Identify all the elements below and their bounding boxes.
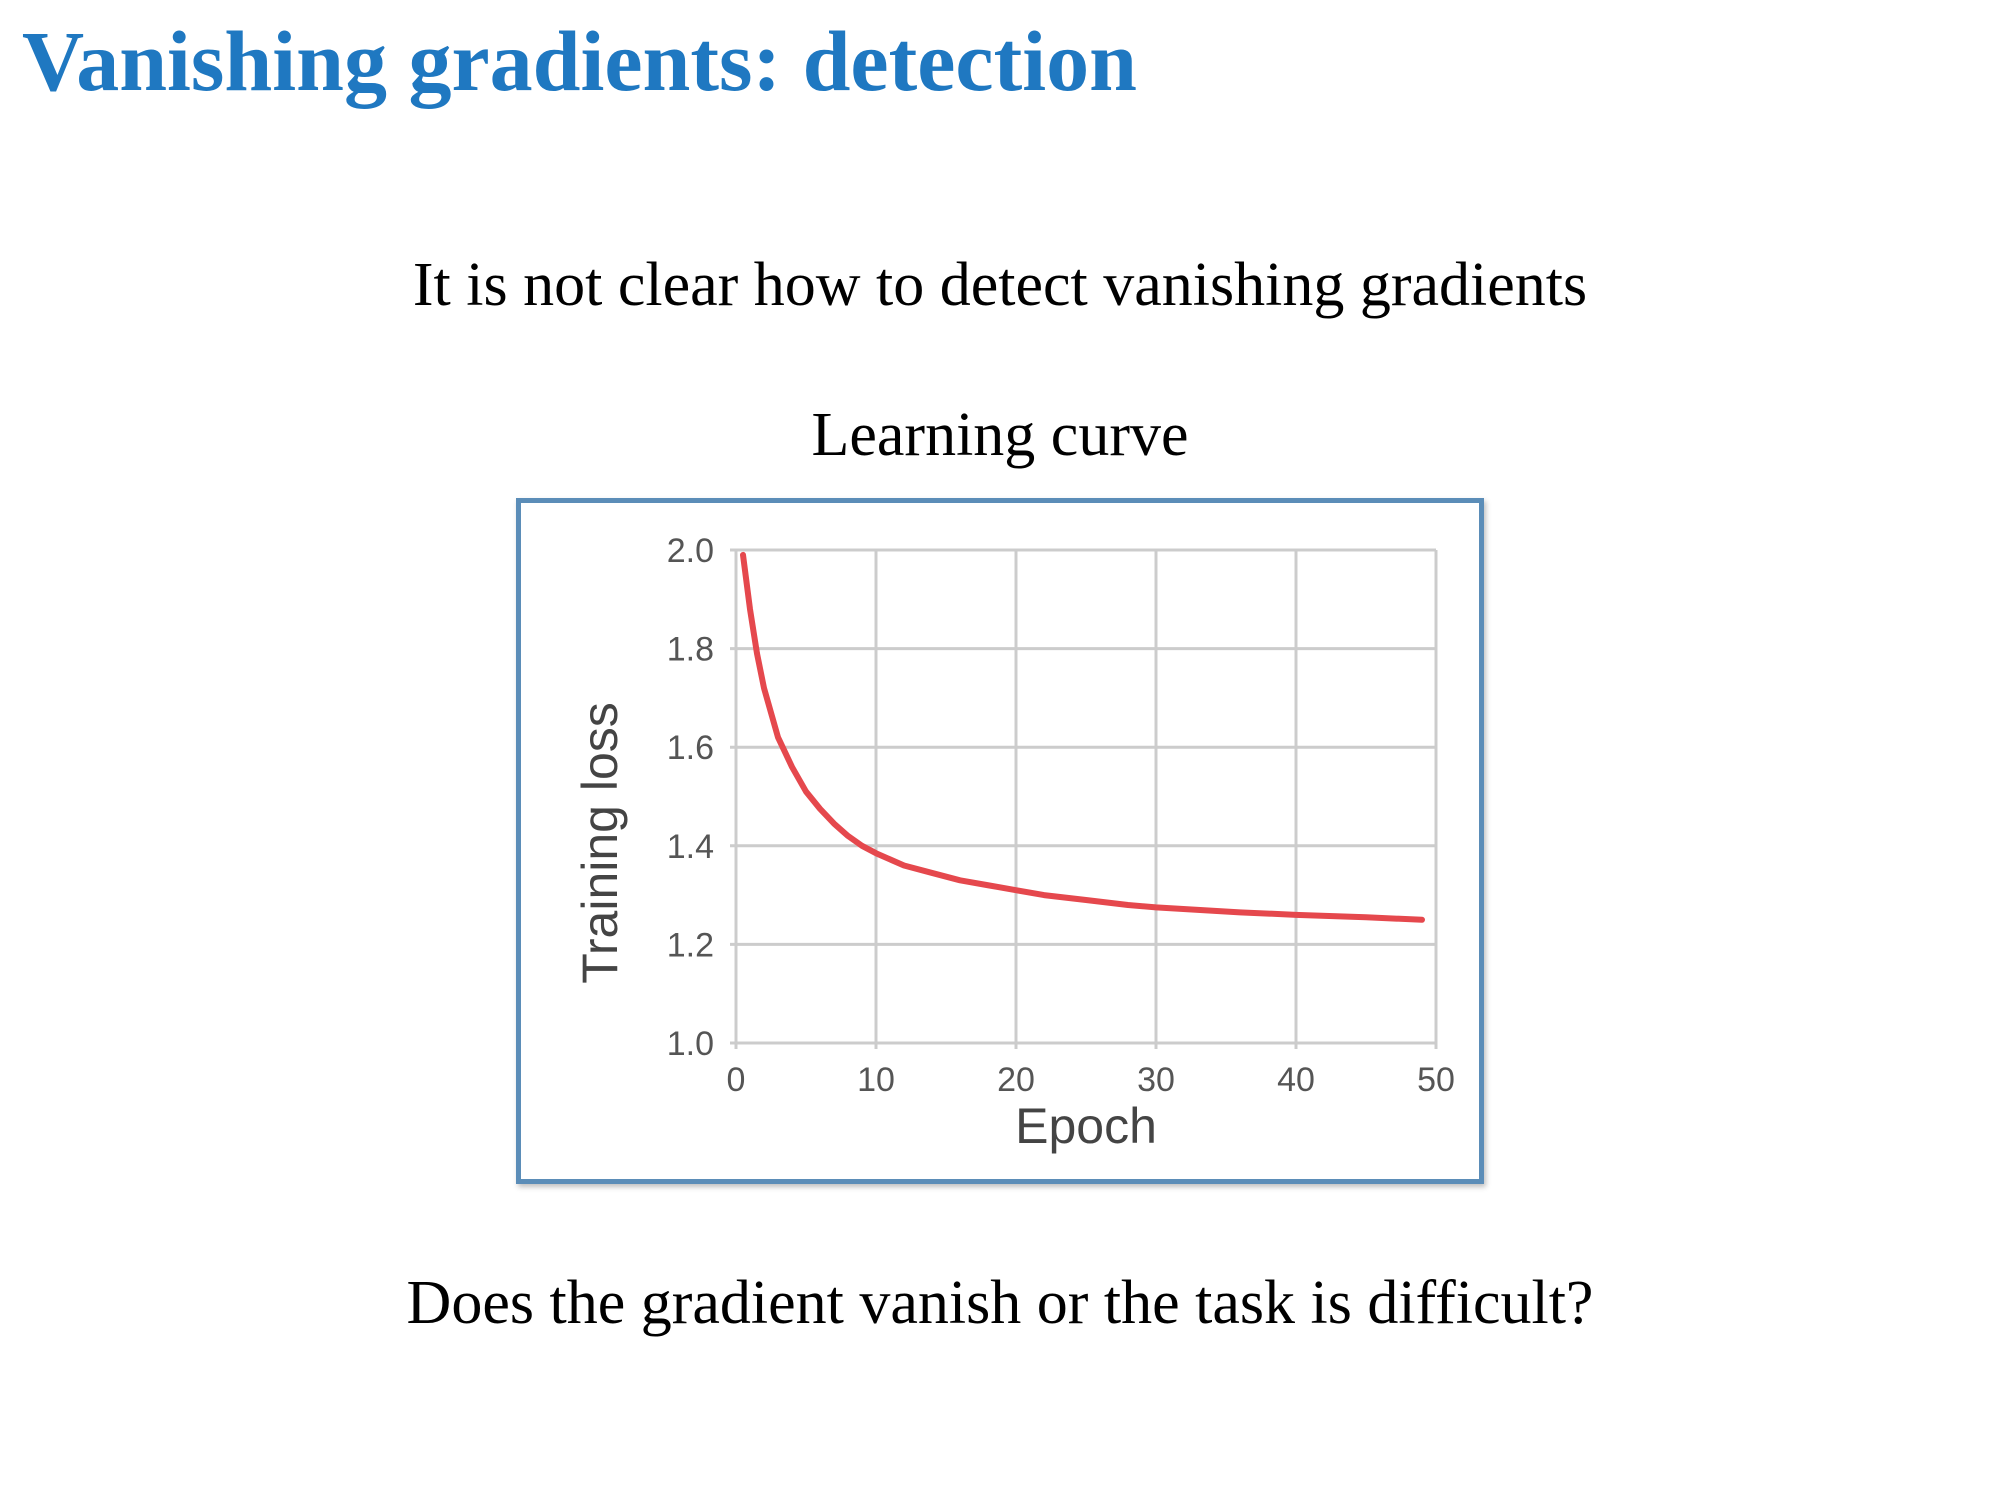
y-tick-label: 1.0 xyxy=(667,1025,714,1063)
slide-title: Vanishing gradients: detection xyxy=(22,13,1137,109)
chart-title: Learning curve xyxy=(811,401,1189,469)
chart-ticks: 0 10 20 30 40 50 1.0 1.2 1.4 1.6 1.8 2.0 xyxy=(667,532,1455,1099)
y-tick-label: 1.2 xyxy=(667,926,714,964)
y-tick-label: 1.4 xyxy=(667,828,714,866)
chart-frame: 0 10 20 30 40 50 1.0 1.2 1.4 1.6 1.8 2.0 Epoch Trai… xyxy=(516,498,1484,1184)
x-tick-label: 10 xyxy=(857,1061,895,1099)
y-tick-label: 1.6 xyxy=(667,729,714,767)
y-tick-label: 2.0 xyxy=(667,532,714,570)
learning-curve-chart: 0 10 20 30 40 50 1.0 1.2 1.4 1.6 1.8 2.0 Epoch Trai… xyxy=(572,532,1455,1154)
y-axis-label: Training loss xyxy=(572,702,628,984)
chart-grid xyxy=(730,548,1438,1049)
x-tick-label: 40 xyxy=(1277,1061,1315,1099)
x-tick-label: 50 xyxy=(1417,1061,1455,1099)
training-loss-line xyxy=(740,551,1425,923)
x-tick-label: 20 xyxy=(997,1061,1035,1099)
x-tick-label: 0 xyxy=(727,1061,746,1099)
x-tick-label: 30 xyxy=(1137,1061,1175,1099)
x-axis-label: Epoch xyxy=(1015,1098,1157,1154)
slide-question: Does the gradient vanish or the task is … xyxy=(406,1269,1594,1337)
y-tick-label: 1.8 xyxy=(667,631,714,669)
slide-statement: It is not clear how to detect vanishing … xyxy=(412,251,1588,319)
